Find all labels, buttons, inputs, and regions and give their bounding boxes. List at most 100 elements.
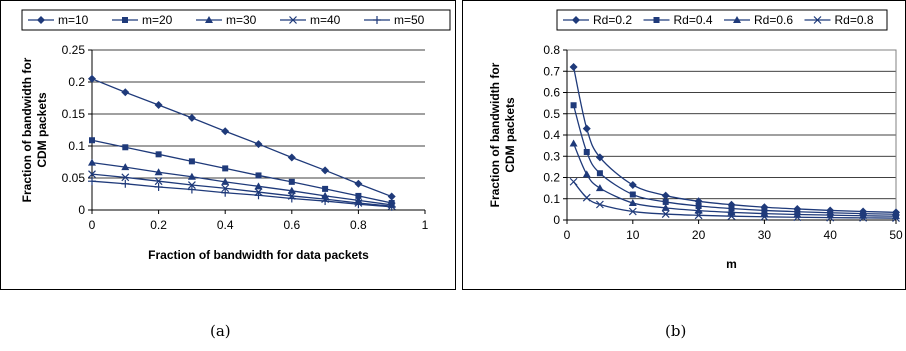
chart-a-data-point [321,166,330,175]
chart-a-data-point [121,179,130,188]
chart-b-data-point [826,213,835,222]
chart-a-y-tick-label: 0.15 [62,107,86,121]
chart-a-data-point [254,182,263,190]
chart-a-series-1 [88,74,396,201]
chart-a-data-point [287,194,296,203]
chart-a-data-point [354,179,363,188]
chart-b-data-point [760,212,769,221]
chart-b-legend: Rd=0.2 Rd=0.4 Rd=0.6 Rd=0.8 [556,9,888,31]
chart-b-legend-box [556,9,888,31]
chart-a-legend-label: m=20 [142,13,173,27]
chart-b-data-point [569,139,578,147]
chart-b-data-point [569,177,578,186]
chart-a-data-point [321,197,330,206]
chart-b-y-axis-label-line2: CDM packets [503,97,517,173]
chart-b-legend-marker [813,16,822,24]
chart-b-data-point [661,191,670,200]
chart-a-data-point [288,178,295,185]
chart-a-data-point [387,192,396,201]
chart-b-legend-label: Rd=0.4 [674,13,713,27]
chart-a-series-2 [89,137,395,206]
chart-b-data-point [694,211,703,220]
chart-b: 0 0.1 0.2 0.3 0.4 0.5 0.6 0.7 0.8 0 10 20 30 40 50 m Fra… [462,0,906,290]
chart-b-data-point [569,63,578,71]
chart-b-x-tick-label: 20 [692,228,706,242]
chart-b-data-point [570,102,577,109]
chart-b-data-point [628,199,637,206]
chart-a-legend-item-3: m=30 [196,13,257,27]
chart-a-data-point [187,172,196,180]
chart-a-x-tick-label: 1 [422,218,429,232]
chart-b-data-point [595,184,604,192]
chart-a-data-point [221,127,230,136]
chart-a-data-point [88,158,96,166]
chart-b-x-tick-label: 10 [626,228,640,242]
chart-a-legend-label: m=10 [58,13,89,27]
chart-b-data-point [695,202,702,209]
chart-a-x-tick-label: 0.2 [150,218,167,232]
chart-b-series-1 [569,63,900,217]
chart-b-data-point [727,212,736,221]
chart-a-data-point [154,168,163,176]
chart-b-x-tick-label: 0 [564,228,571,242]
chart-a-legend-box [21,9,451,31]
chart-b-data-point [859,211,868,219]
chart-b-y-tick-label: 0.7 [543,64,560,78]
chart-a-data-point [287,186,296,194]
chart-b-legend-marker [733,16,741,23]
caption-b: (b) [665,322,687,340]
chart-b-data-point [661,203,670,211]
chart-b-legend-item-1: Rd=0.2 [563,13,632,27]
chart-a-data-point [221,184,230,193]
chart-a-series-line [91,161,392,206]
chart-b-data-point [595,200,604,209]
chart-a-data-point [221,177,230,185]
chart-a-legend-marker [373,16,381,24]
chart-b-data-point [793,213,802,222]
chart-b-series-4 [569,177,900,223]
chart-a-series-line [91,78,392,198]
chart-a-data-point [154,101,163,110]
chart-b-y-axis-label: Fraction of bandwidth forCDM packets [488,62,517,207]
chart-b-series-line [572,66,897,213]
chart-b-y-tick-label: 0.8 [543,43,560,57]
chart-a-data-point [222,165,229,172]
chart-a-data-point [88,177,96,186]
chart-a-x-tick-label: 0 [89,218,96,232]
chart-a-legend-marker [122,17,128,23]
chart-a-data-point [154,177,163,186]
chart-a-x-tick-label: 0.6 [283,218,300,232]
chart-b-y-tick-label: 0.5 [543,107,560,121]
chart-b-data-point [859,213,868,222]
chart-a-y-tick-label: 0.25 [62,43,86,57]
chart-a-legend-label: m=30 [226,13,257,27]
chart-b-y-tick-label: 0.4 [543,128,560,142]
caption-a: (a) [210,322,231,340]
chart-a-legend: m=10 m=20 m=30 m=40 m=50 [21,9,451,31]
chart-a-data-point [187,181,196,189]
chart-a-data-point [187,113,196,122]
chart-b-legend-label: Rd=0.6 [754,13,793,27]
chart-a-data-point [387,202,396,211]
chart-a-legend-item-5: m=50 [364,13,425,27]
chart-b-data-point [582,124,591,133]
chart-b-legend-marker [572,16,580,24]
chart-b-series-2 [570,102,899,218]
chart-b-y-tick-label: 0.3 [543,149,560,163]
chart-b-y-tick-label: 0 [553,213,560,227]
chart-b-legend-label: Rd=0.8 [835,13,874,27]
chart-a-data-point [88,170,96,179]
chart-a-y-tick-label: 0.1 [68,139,85,153]
chart-b-data-point [629,191,636,198]
chart-a: 0 0.05 0.1 0.15 0.2 0.25 0 0.2 0.4 0.6 0.8 1 Fractio… [0,0,456,290]
chart-a-data-point [254,140,263,149]
chart-a-y-axis-label: Fraction of bandwidth forCDM packets [20,57,49,202]
chart-b-data-point [628,180,637,189]
chart-a-data-point [355,192,362,199]
chart-a-data-point [287,153,296,162]
chart-b-y-tick-label: 0.1 [543,192,560,206]
chart-b-x-tick-label: 30 [758,228,772,242]
chart-b-legend-item-3: Rd=0.6 [724,13,793,27]
chart-a-legend-label: m=50 [394,13,425,27]
chart-a-x-tick-label: 0.4 [217,218,234,232]
